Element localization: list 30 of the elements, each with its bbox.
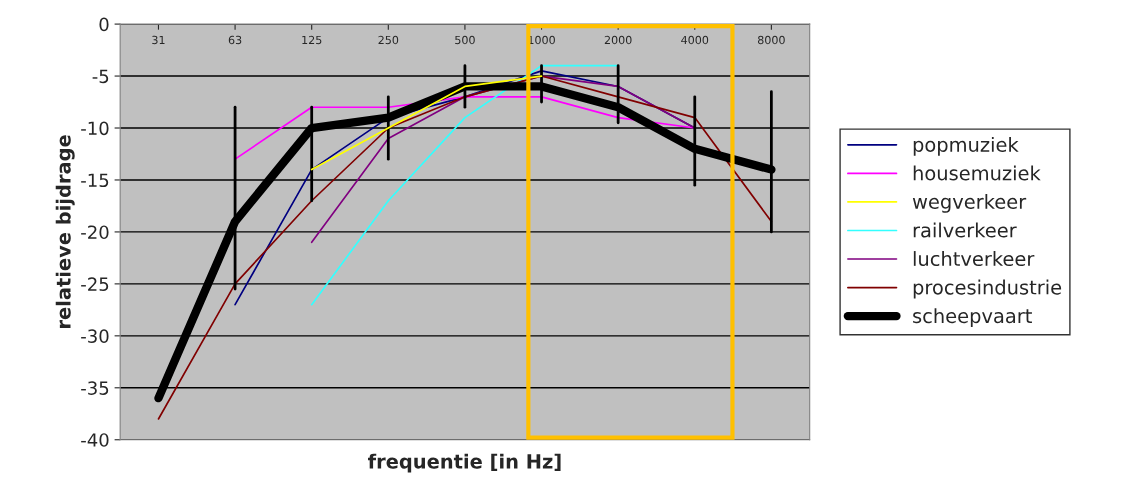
y-axis-title: relatieve bijdrage [55,135,75,328]
legend-label: luchtverkeer [913,251,1035,267]
x-tick-label: 250 [378,35,399,45]
legend-label: scheepvaart [913,308,1032,327]
x-tick-label: 500 [455,35,475,45]
y-tick-label: -20 [81,225,109,240]
y-tick-label: -30 [81,329,109,343]
y-tick-label: -25 [81,277,109,291]
x-tick-label: 63 [228,35,242,45]
y-tick-label: -40 [81,433,109,447]
x-tick-label: 2000 [604,35,632,45]
line-series [310,75,543,171]
legend-label: popmuziek [913,136,1019,156]
legend-label: wegverkeer [912,193,1027,213]
x-axis-title: frequentie [in Hz] [368,453,561,473]
line-series [234,96,696,161]
y-tick-label: -10 [81,121,109,136]
x-tick-label: 8000 [757,35,785,45]
x-tick-label: 1000 [528,35,555,45]
legend-label: railverkeer [913,222,1017,238]
legend-label: housemuziek [913,165,1041,181]
line-series [310,64,619,306]
y-tick-label: 0 [99,17,109,32]
x-tick-label: 4000 [681,35,709,45]
x-tick-label: 31 [152,35,165,45]
y-tick-label: -5 [92,69,109,84]
y-tick-label: -15 [81,173,109,188]
y-tick-label: -35 [81,381,109,395]
x-tick-label: 125 [302,35,322,45]
legend-label: procesindustrie [913,279,1062,299]
